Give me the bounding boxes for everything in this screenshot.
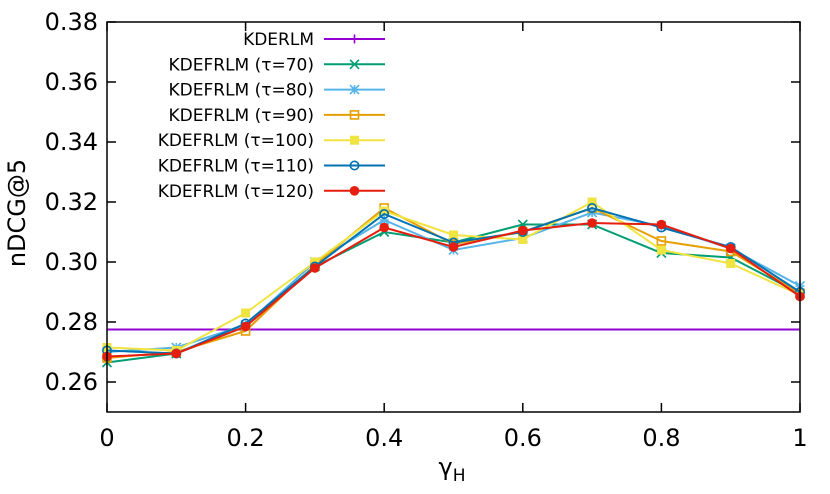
x-axis-title: γH (439, 453, 466, 486)
x-axis-title-symbol: γ (439, 453, 453, 481)
series-layer (101, 197, 806, 368)
y-tick-label: 0.38 (45, 8, 98, 36)
legend-label: KDEFRLM (τ=80) (169, 81, 315, 101)
y-tick-label: 0.32 (45, 188, 98, 216)
legend-entry-3: KDEFRLM (τ=90) (169, 106, 385, 126)
legend-label: KDEFRLM (τ=120) (158, 182, 314, 202)
legend-label: KDEFRLM (τ=90) (169, 106, 315, 126)
marker-circle-filled (587, 218, 597, 228)
legend-entry-4: KDEFRLM (τ=100) (158, 131, 385, 151)
marker-circle-filled (240, 321, 251, 332)
marker-circle-filled (349, 186, 360, 196)
plot-frame (106, 21, 801, 413)
marker-star (349, 84, 360, 95)
marker-square-filled (449, 230, 458, 240)
marker-circle-filled (656, 219, 667, 230)
marker-star (379, 214, 390, 226)
marker-x (349, 59, 360, 70)
marker-square-filled (350, 135, 359, 145)
legend-entry-6: KDEFRLM (τ=120) (158, 182, 385, 202)
marker-circle-filled (379, 222, 390, 233)
legend-label: KDEFRLM (τ=110) (158, 157, 314, 177)
marker-circle-filled (310, 263, 320, 273)
marker-circle-open (349, 160, 360, 171)
marker-square-filled (518, 235, 528, 244)
x-tick-label: 0.4 (365, 424, 403, 452)
legend: KDERLM KDEFRLM (τ=70) KDEFRLM (τ=80) KDEFRL… (158, 30, 385, 202)
y-tick-label: 0.28 (45, 308, 98, 336)
marker-circle-filled (448, 242, 459, 252)
x-tick-label: 0.8 (642, 424, 680, 452)
y-tick-label: 0.36 (45, 68, 98, 96)
marker-circle-open (379, 209, 390, 220)
marker-circle-open (587, 203, 598, 214)
marker-square-filled (587, 197, 597, 207)
series-3 (102, 203, 805, 363)
marker-square-filled (726, 259, 736, 268)
legend-label: KDEFRLM (τ=70) (169, 55, 315, 75)
legend-entry-0: KDERLM (243, 30, 385, 50)
series-line (106, 200, 801, 352)
series-4 (102, 197, 805, 355)
x-tick-label: 0.2 (227, 424, 265, 452)
marker-circle-filled (171, 348, 182, 359)
marker-square-filled (656, 245, 666, 255)
series-5 (102, 203, 805, 359)
y-tick-label: 0.26 (45, 368, 98, 396)
tick-labels: 0.26 0.28 0.30 0.32 0.34 0.36 0.38 0 0.2 0.4 0.6 0.… (45, 8, 808, 452)
legend-entry-2: KDEFRLM (τ=80) (169, 81, 385, 101)
marker-square-filled (241, 308, 251, 318)
marker-plus (350, 34, 359, 44)
marker-square-filled (379, 206, 389, 216)
x-tick-label: 0 (99, 424, 114, 452)
legend-entry-1: KDEFRLM (τ=70) (169, 55, 385, 75)
x-axis-title-subscript: H (453, 466, 466, 486)
y-tick-label: 0.34 (45, 128, 98, 156)
x-tick-label: 0.6 (504, 424, 542, 452)
legend-label: KDEFRLM (τ=100) (158, 131, 314, 151)
y-axis-title: nDCG@5 (3, 159, 31, 267)
marker-circle-filled (518, 225, 528, 236)
marker-square-open (349, 110, 360, 120)
y-tick-label: 0.30 (45, 248, 98, 276)
marker-square-open (656, 236, 667, 246)
legend-label: KDERLM (243, 30, 314, 50)
series-6 (102, 218, 805, 362)
x-tick-label: 1 (792, 424, 807, 452)
legend-entry-5: KDEFRLM (τ=110) (158, 157, 385, 177)
marker-circle-filled (725, 243, 736, 254)
